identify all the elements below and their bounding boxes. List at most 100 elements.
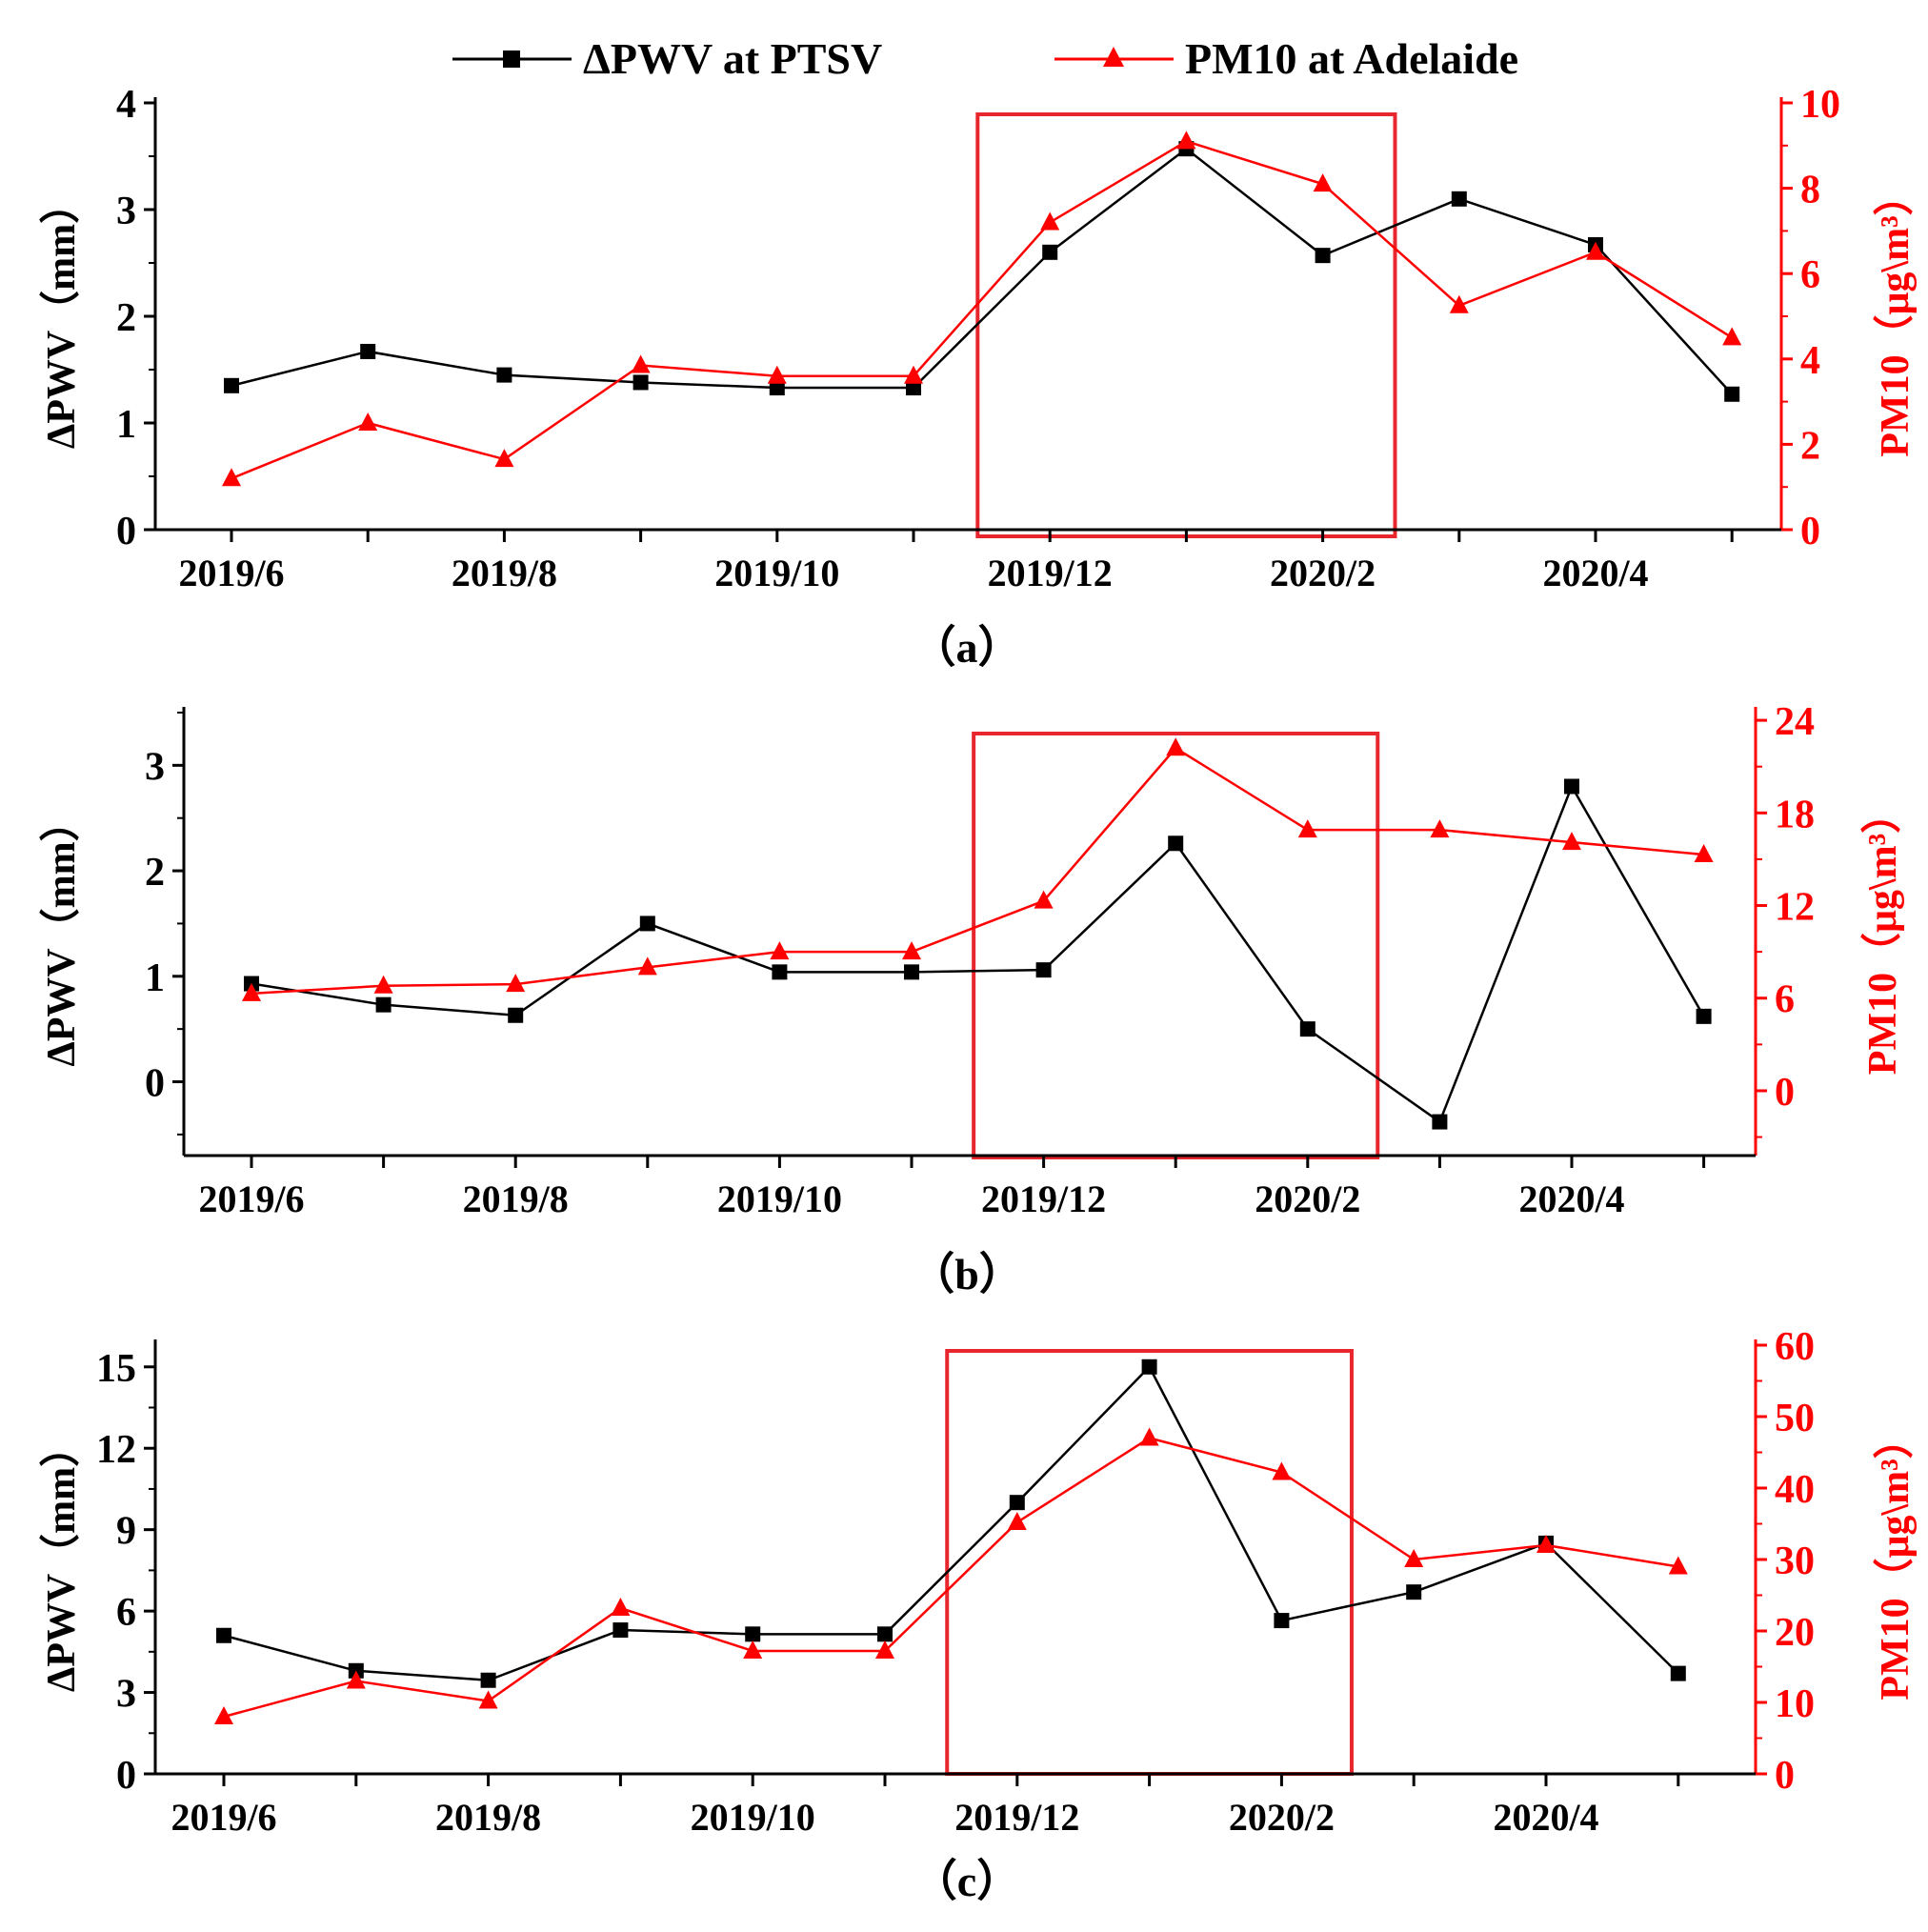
- x-tick-label: 2020/2: [1229, 1796, 1335, 1839]
- pm10-point: [478, 1690, 498, 1709]
- legend: ΔPWV at PTSV PM10 at Adelaide: [452, 34, 1518, 83]
- pm10-point: [637, 956, 657, 976]
- right-tick-label: 40: [1775, 1468, 1815, 1512]
- pwv-point: [1009, 1495, 1025, 1511]
- left-tick-label: 1: [145, 956, 165, 1000]
- pm10-point: [1586, 241, 1605, 260]
- pm10-series-line: [231, 139, 1733, 480]
- x-tick-label: 2019/12: [954, 1796, 1079, 1839]
- pwv-point: [1035, 962, 1052, 978]
- right-tick-label: 10: [1775, 1682, 1815, 1726]
- pm10-point: [904, 365, 923, 384]
- pwv-point: [1451, 191, 1467, 207]
- pwv-point: [1141, 1358, 1157, 1375]
- left-tick-label: 15: [96, 1347, 136, 1391]
- x-tick-label: 2019/12: [988, 552, 1113, 594]
- pwv-point: [1315, 248, 1331, 264]
- panel-a: 0 1 2 3 4 0 2 4 6 8 10 2019/6 2019/8 2019/10 2019/12 20…: [39, 83, 1918, 672]
- pm10-point: [1007, 1512, 1027, 1530]
- legend-marker-pm10: [1103, 47, 1124, 67]
- pwv-point: [375, 996, 392, 1013]
- pwv-point: [1274, 1613, 1290, 1629]
- pm10-point: [373, 975, 393, 994]
- right-tick-label: 2: [1800, 424, 1820, 468]
- panel-label: （a）: [913, 623, 1022, 672]
- pm10-point: [1562, 832, 1581, 851]
- pm10-point: [1272, 1461, 1292, 1480]
- left-tick-label: 3: [116, 190, 136, 233]
- x-tick-label: 2019/6: [178, 552, 284, 594]
- left-tick-label: 6: [116, 1591, 136, 1635]
- pwv-point: [1670, 1665, 1686, 1681]
- x-tick-label: 2020/4: [1518, 1177, 1624, 1220]
- pwv-point: [216, 1627, 231, 1643]
- pm10-point: [1536, 1535, 1556, 1553]
- pwv-point: [1696, 1008, 1712, 1024]
- right-tick-label: 4: [1800, 339, 1820, 383]
- pm10-point: [1313, 173, 1333, 192]
- pwv-point: [480, 1672, 496, 1688]
- right-tick-label: 10: [1800, 83, 1840, 127]
- right-tick-label: 6: [1800, 253, 1820, 297]
- left-tick-label: 1: [116, 403, 136, 447]
- pm10-point: [1694, 844, 1714, 863]
- right-tick-label: 6: [1775, 978, 1795, 1022]
- pm10-point: [346, 1670, 366, 1689]
- left-axis-title: ΔPWV（mm）: [39, 184, 84, 449]
- left-tick-label: 0: [116, 1754, 136, 1798]
- panel-c: 0 3 6 9 12 15 0 10 20 30 40 50 60 2019/6 2019/8 2019/10…: [39, 1325, 1918, 1905]
- right-tick-label: 50: [1775, 1397, 1815, 1440]
- left-tick-label: 0: [116, 510, 136, 553]
- right-tick-label: 0: [1775, 1071, 1795, 1115]
- pwv-point: [904, 964, 919, 980]
- panel-label: （c）: [914, 1857, 1020, 1905]
- left-axis-title: ΔPWV（mm）: [39, 1427, 84, 1692]
- right-axis-title: PM10（μg\m³）: [1873, 175, 1918, 456]
- pm10-point: [222, 468, 241, 487]
- x-tick-label: 2020/2: [1270, 552, 1376, 594]
- pm10-point: [1034, 890, 1054, 909]
- right-tick-label: 60: [1775, 1325, 1815, 1369]
- x-tick-label: 2019/12: [981, 1177, 1106, 1220]
- pm10-point: [358, 413, 378, 431]
- right-tick-label: 8: [1800, 169, 1820, 212]
- pm10-series-line: [251, 746, 1704, 996]
- left-tick-label: 4: [116, 83, 136, 127]
- x-tick-label: 2019/8: [463, 1177, 569, 1220]
- pwv-series-line: [231, 147, 1734, 395]
- pwv-point: [769, 380, 785, 396]
- left-tick-label: 12: [96, 1428, 136, 1472]
- pm10-point: [770, 941, 790, 960]
- x-tick-label: 2019/8: [452, 552, 557, 594]
- pm10-point: [767, 365, 787, 384]
- pwv-point: [1432, 1114, 1448, 1130]
- pm10-point: [902, 941, 921, 960]
- pm10-point: [1166, 737, 1186, 756]
- panel-label: （b）: [911, 1250, 1023, 1298]
- pwv-point: [613, 1622, 629, 1639]
- pm10-point: [743, 1640, 763, 1659]
- pm10-point: [214, 1706, 233, 1724]
- pm10-point: [875, 1640, 894, 1659]
- pm10-point: [611, 1598, 631, 1616]
- right-tick-label: 18: [1775, 793, 1815, 836]
- pm10-point: [1139, 1427, 1159, 1446]
- highlight-box: [972, 732, 1380, 1159]
- x-tick-label: 2019/10: [717, 1177, 842, 1220]
- left-tick-label: 3: [145, 745, 165, 789]
- right-axis-title: PM10（μg\m³）: [1860, 794, 1905, 1075]
- right-tick-label: 24: [1775, 700, 1815, 744]
- pwv-point: [1564, 778, 1579, 795]
- highlight-box: [945, 1349, 1354, 1776]
- x-tick-label: 2019/10: [691, 1796, 815, 1839]
- legend-marker-pwv: [503, 50, 520, 68]
- pwv-series-line: [251, 783, 1705, 1124]
- pwv-point: [360, 343, 376, 359]
- x-tick-label: 2019/10: [714, 552, 839, 594]
- pwv-point: [1299, 1021, 1315, 1037]
- pm10-point: [1404, 1549, 1424, 1567]
- x-tick-label: 2019/8: [435, 1796, 541, 1839]
